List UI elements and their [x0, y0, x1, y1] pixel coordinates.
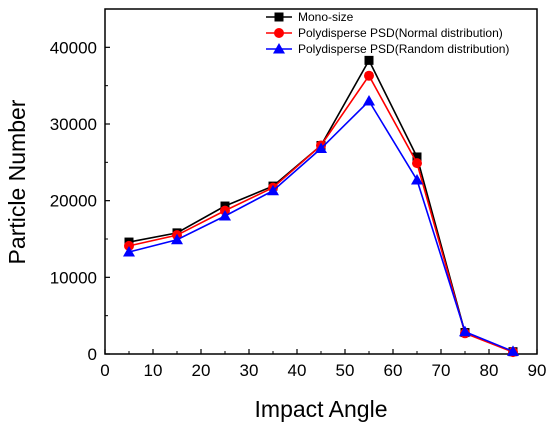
legend-marker — [274, 12, 284, 22]
y-tick-label: 20000 — [50, 192, 97, 211]
x-tick-label: 10 — [144, 361, 163, 380]
x-tick-label: 70 — [432, 361, 451, 380]
x-tick-label: 80 — [480, 361, 499, 380]
y-tick-label: 30000 — [50, 115, 97, 134]
legend-label: Polydisperse PSD(Random distribution) — [298, 42, 509, 56]
data-point — [315, 142, 327, 154]
series-triangle — [123, 95, 519, 356]
data-point — [364, 55, 374, 65]
y-axis-title: Particle Number — [4, 99, 30, 264]
series-line — [128, 58, 514, 353]
legend-marker — [273, 43, 285, 54]
data-point — [411, 173, 423, 185]
data-point — [124, 240, 134, 251]
series-line — [128, 74, 514, 353]
legend-label: Mono-size — [298, 10, 354, 24]
x-tick-label: 60 — [384, 361, 403, 380]
y-tick-label: 40000 — [50, 38, 97, 57]
legend: Mono-size Polydisperse PSD(Normal distrib… — [266, 10, 509, 56]
x-tick-label: 50 — [336, 361, 355, 380]
data-point — [171, 233, 183, 245]
x-tick-label: 20 — [192, 361, 211, 380]
data-point — [364, 70, 374, 81]
x-axis-ticks: 0 10 20 30 40 50 60 70 80 90 — [100, 349, 546, 380]
legend-label: Polydisperse PSD(Normal distribution) — [298, 26, 503, 40]
data-point — [123, 246, 135, 257]
y-axis-ticks: 0 10000 20000 30000 40000 — [50, 38, 110, 364]
legend-marker — [274, 28, 284, 38]
x-tick-label: 0 — [100, 361, 109, 380]
x-axis-title: Impact Angle — [255, 396, 388, 422]
series-line — [128, 99, 514, 353]
data-point — [412, 152, 422, 162]
x-tick-label: 40 — [288, 361, 307, 380]
y-tick-label: 0 — [88, 345, 97, 364]
data-point — [219, 210, 231, 221]
data-point — [363, 95, 375, 106]
x-tick-label: 30 — [240, 361, 259, 380]
data-point — [267, 184, 279, 196]
plot-frame — [104, 8, 538, 355]
data-point — [412, 158, 422, 169]
series-layer — [123, 55, 519, 358]
y-tick-label: 10000 — [50, 268, 97, 287]
data-point — [507, 345, 519, 356]
data-point — [459, 325, 471, 337]
x-tick-label: 90 — [528, 361, 547, 380]
